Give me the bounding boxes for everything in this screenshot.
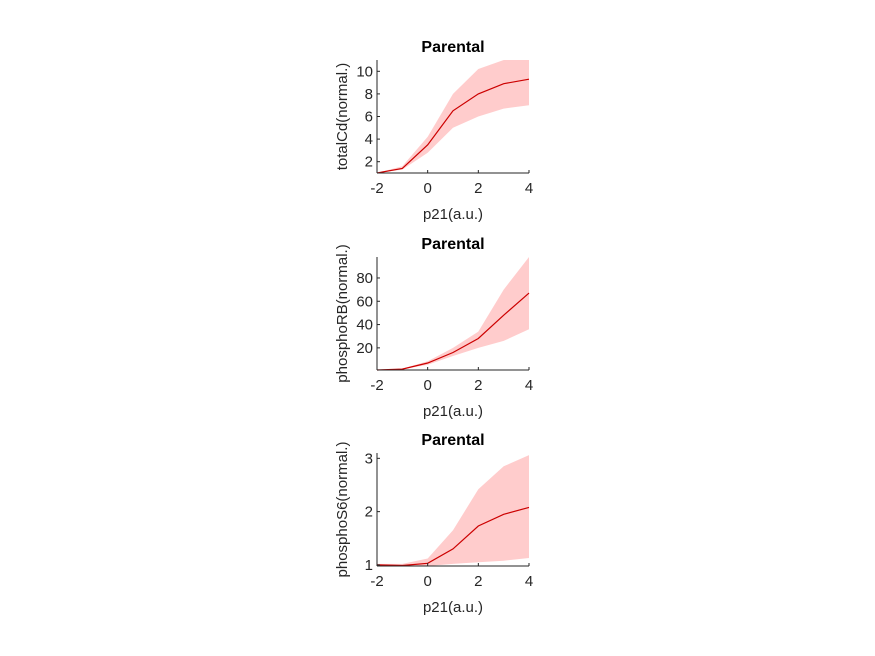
x-axis-label-2: p21(a.u.): [423, 403, 483, 420]
y-tick-label-2-3: 60: [356, 293, 373, 310]
y-tick-label-3-1: 1: [365, 557, 373, 574]
confidence-band-2-1: [377, 257, 529, 370]
x-tick-label-2-2: 0: [423, 377, 431, 394]
x-tick-label-1-4: 4: [525, 180, 533, 197]
chart-title-1: Parental: [421, 39, 484, 56]
mean-line-1-1: [376, 78, 530, 174]
x-tick-label-2-3: 2: [474, 377, 482, 394]
x-tick-label-1-3: 2: [474, 180, 482, 197]
y-axis-label-1: totalCd(normal.): [334, 63, 351, 171]
y-tick-label-1-1: 2: [365, 154, 373, 171]
chart-title-3: Parental: [421, 432, 484, 449]
y-tick-label-2-4: 80: [356, 270, 373, 287]
y-tick-label-2-2: 40: [356, 317, 373, 334]
y-tick-label-2-1: 20: [356, 340, 373, 357]
chart-title-2: Parental: [421, 236, 484, 253]
chart-panel-2: -2 0 2 4 20 40 60 80 Parental p21(a.u.) phosphoRB(…: [334, 236, 533, 420]
chart-panel-3: -2 0 2 4 1 2 3 Parental p21(a.u.) phosphoS6(norma…: [334, 432, 533, 616]
x-tick-label-3-4: 4: [525, 573, 533, 590]
x-tick-label-1-1: -2: [370, 180, 383, 197]
x-tick-label-2-1: -2: [370, 377, 383, 394]
x-axis-label-3: p21(a.u.): [423, 599, 483, 616]
mean-line-2-1: [376, 292, 530, 371]
confidence-band-3-1: [377, 455, 529, 566]
y-tick-label-1-3: 6: [365, 109, 373, 126]
x-tick-label-2-4: 4: [525, 377, 533, 394]
x-tick-label-1-2: 0: [423, 180, 431, 197]
y-tick-label-1-4: 8: [365, 86, 373, 103]
x-axis-label-1: p21(a.u.): [423, 206, 483, 223]
x-tick-label-3-3: 2: [474, 573, 482, 590]
chart-panel-1: -2 0 2 4 2 4 6 8 10 Parental p21(a.u.) totalCd(norm…: [334, 39, 533, 223]
y-tick-label-3-2: 2: [365, 504, 373, 521]
y-axis-label-2: phosphoRB(normal.): [334, 244, 351, 382]
y-tick-label-3-3: 3: [365, 450, 373, 467]
y-tick-label-1-2: 4: [365, 131, 373, 148]
y-tick-label-1-5: 10: [356, 63, 373, 80]
y-axis-label-3: phosphoS6(normal.): [334, 442, 351, 578]
x-tick-label-3-2: 0: [423, 573, 431, 590]
x-tick-label-3-1: -2: [370, 573, 383, 590]
